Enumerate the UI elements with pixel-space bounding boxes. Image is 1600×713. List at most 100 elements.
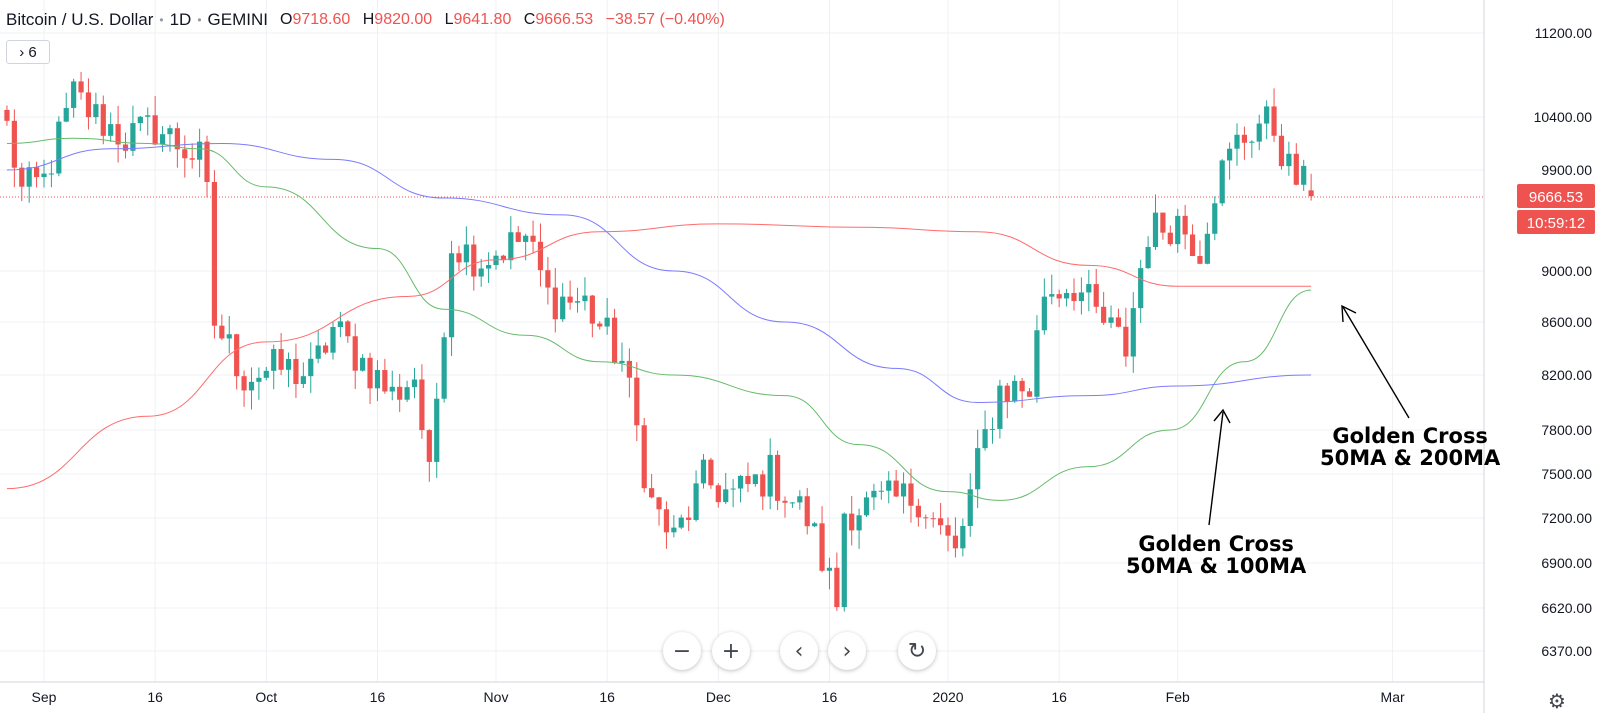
candle-body: [159, 134, 166, 145]
zoom-in-button[interactable]: +: [712, 632, 750, 670]
candle-body: [952, 535, 959, 549]
candle-body: [389, 386, 395, 392]
reset-chart-button[interactable]: ↻: [898, 632, 936, 670]
candle-body: [174, 128, 180, 150]
time-axis-labels: Sep 16 Oct 16 Nov 16 Dec 16 2020 16 Feb Mar: [32, 689, 1405, 705]
candle-body: [1123, 326, 1129, 357]
candle-body: [308, 358, 314, 377]
price-axis[interactable]: [1483, 0, 1600, 713]
price-tick-label: 6900.00: [1541, 555, 1592, 571]
candle-body: [1241, 134, 1248, 143]
candle-body: [1019, 380, 1025, 392]
scroll-left-button[interactable]: ‹: [780, 632, 818, 670]
arrow-head-100: [1213, 408, 1231, 424]
candle-body: [604, 317, 610, 327]
time-tick-label: Mar: [1381, 689, 1405, 705]
candle-body: [26, 167, 32, 187]
candle-body: [626, 360, 632, 378]
indicators-toggle-button[interactable]: › 6: [6, 40, 50, 64]
candle-body: [41, 173, 47, 178]
candle-body: [923, 517, 929, 519]
candle-body: [130, 123, 136, 151]
candle-body: [582, 295, 588, 302]
scroll-right-button[interactable]: ›: [828, 632, 866, 670]
candle-body: [1286, 153, 1292, 167]
candle-body: [63, 107, 69, 122]
candle-body: [819, 523, 825, 571]
candle-body: [500, 255, 507, 261]
candle-body: [456, 253, 462, 263]
candle-body: [1167, 232, 1173, 245]
candle-body: [1056, 294, 1062, 299]
candle-body: [760, 474, 766, 497]
last-price-badge-text: 9666.53: [1529, 189, 1583, 206]
candle-body: [641, 425, 647, 489]
candle-body: [330, 327, 336, 353]
candle-body: [708, 459, 714, 486]
low-value: 9641.80: [453, 11, 512, 28]
candle-body: [263, 370, 269, 378]
candle-body: [515, 232, 521, 242]
candle-body: [145, 115, 151, 117]
arrow-line-200: [1342, 306, 1410, 419]
candle-body: [938, 518, 944, 526]
candle-body: [871, 490, 877, 498]
price-tick-label: 6620.00: [1541, 600, 1592, 616]
annotation-golden-cross-200: Golden Cross 50MA & 200MA: [1320, 425, 1500, 469]
candle-body: [226, 334, 232, 339]
change-value: −38.57 (−0.40%): [605, 11, 725, 28]
candle-body: [115, 124, 121, 145]
candle-body: [1189, 234, 1196, 257]
last-price-badge: 9666.53 10:59:12: [1517, 184, 1595, 234]
chart-settings-gear-icon[interactable]: ⚙: [1548, 689, 1566, 713]
candle-body: [574, 301, 581, 303]
candle-body: [834, 567, 840, 608]
candle-body: [1264, 106, 1270, 124]
separator-dot-icon: •: [159, 13, 164, 27]
candle-body: [337, 321, 343, 328]
candle-body: [108, 124, 114, 136]
moving-averages: [6, 137, 1312, 501]
candle-body: [471, 244, 477, 277]
candle-body: [345, 321, 351, 337]
candle-body: [1256, 123, 1262, 142]
candle-body: [1145, 247, 1151, 269]
time-tick-label: Oct: [255, 689, 277, 705]
candle-body: [197, 141, 203, 160]
candle-body: [1026, 391, 1033, 397]
candle-body: [397, 386, 403, 400]
price-tick-label: 7800.00: [1541, 422, 1592, 438]
chart-legend-header: Bitcoin / U.S. Dollar • 1D • GEMINI O971…: [6, 10, 733, 30]
candle-body: [737, 475, 744, 489]
candle-body: [493, 255, 499, 266]
candle-body: [715, 485, 721, 503]
candle-body: [693, 483, 699, 520]
candle-body: [322, 345, 329, 353]
candle-body: [48, 173, 55, 175]
candle-body: [1108, 317, 1114, 323]
symbol-title[interactable]: Bitcoin / U.S. Dollar: [6, 10, 154, 29]
zoom-out-button[interactable]: −: [663, 632, 701, 670]
candle-body: [797, 496, 803, 503]
candle-body: [989, 428, 996, 430]
candle-body: [182, 149, 188, 159]
candle-body: [33, 167, 40, 178]
candle-body: [589, 295, 595, 324]
interval-label[interactable]: 1D: [169, 10, 192, 29]
candle-body: [219, 325, 225, 339]
candle-body: [152, 115, 158, 145]
candle-body: [567, 296, 573, 303]
candle-body: [1301, 165, 1307, 185]
candle-body: [167, 128, 173, 135]
candle-body: [678, 517, 684, 528]
price-tick-label: 8600.00: [1541, 314, 1592, 330]
candle-body: [997, 385, 1003, 429]
candle-body: [1160, 212, 1166, 233]
candle-body: [967, 489, 973, 527]
candles: [4, 72, 1314, 612]
candle-body: [19, 167, 25, 187]
candle-body: [619, 360, 625, 364]
candle-body: [93, 104, 99, 118]
candle-body: [982, 429, 988, 449]
